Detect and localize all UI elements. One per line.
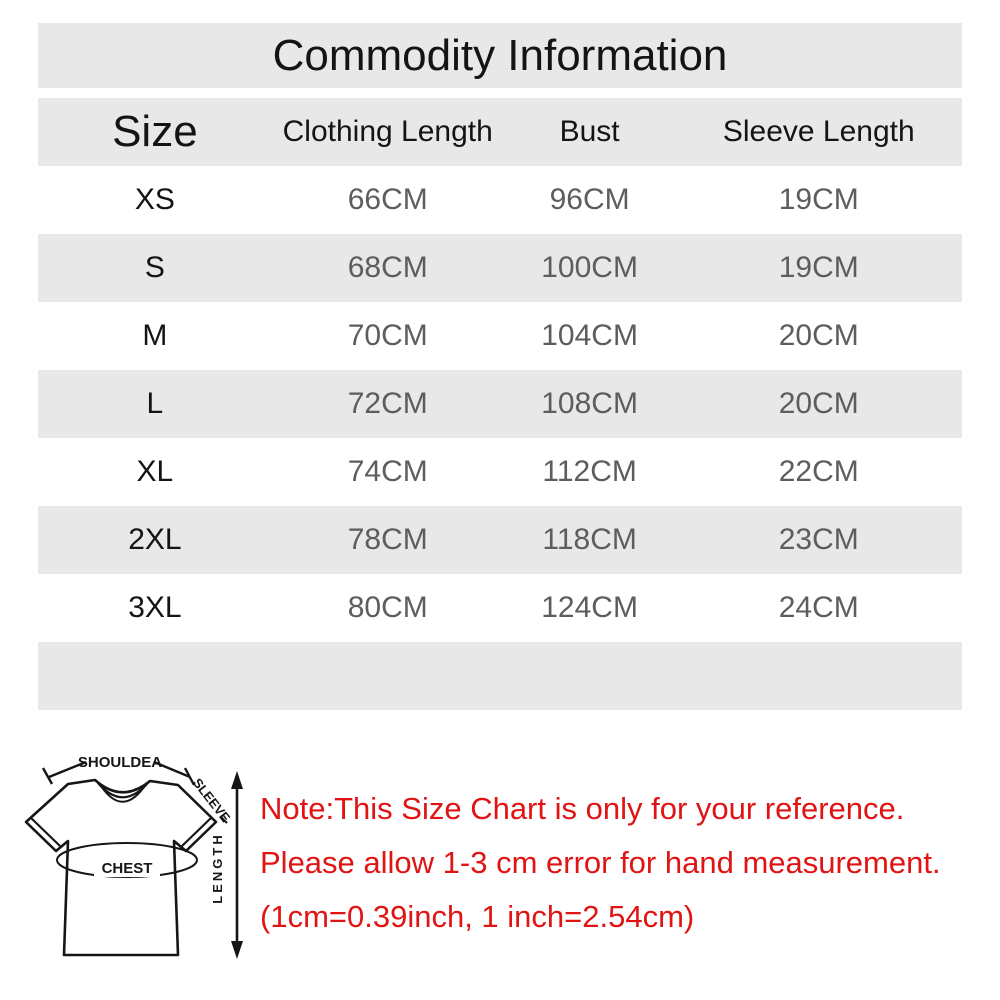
table-row-xl: XL 74CM 112CM 22CM: [38, 438, 962, 506]
cell-sleeve-length: 22CM: [778, 455, 859, 488]
chest-label: CHEST: [102, 860, 153, 877]
table-header-row: Size Clothing Length Bust Sleeve Length: [38, 98, 962, 166]
cell-sleeve-length: 19CM: [778, 251, 859, 284]
cell-bust: 112CM: [542, 455, 637, 488]
tshirt-measurement-diagram: SHOULDEA CHEST SLEEVE LENGTH: [24, 754, 243, 959]
column-header-size: Size: [112, 107, 198, 156]
cell-bust: 100CM: [541, 251, 638, 284]
cell-sleeve-length: 20CM: [778, 319, 859, 352]
length-arrowhead-bottom: [231, 941, 243, 959]
note-line-3: (1cm=0.39inch, 1 inch=2.54cm): [260, 899, 695, 934]
collar-rib-2: [100, 785, 145, 803]
cuff-hem-left: [29, 816, 61, 847]
cell-clothing-length: 70CM: [347, 319, 428, 352]
sleeve-tick: [183, 767, 196, 786]
cell-sleeve-length: 23CM: [778, 523, 859, 556]
cell-bust: 118CM: [542, 523, 637, 556]
shoulder-pointer-right: [153, 760, 191, 779]
cell-bust: 108CM: [541, 387, 638, 420]
note-line-2: Please allow 1-3 cm error for hand measu…: [260, 845, 941, 880]
cell-clothing-length: 72CM: [347, 387, 428, 420]
sleeve-dash: [220, 816, 228, 824]
length-arrowhead-top: [231, 771, 243, 789]
cell-sleeve-length: 20CM: [778, 387, 859, 420]
table-row-s: S 68CM 100CM 19CM: [38, 234, 962, 302]
note-line-1: Note:This Size Chart is only for your re…: [260, 791, 905, 826]
table-row-empty: [38, 642, 962, 710]
length-label: LENGTH: [210, 832, 225, 903]
cell-size: L: [146, 387, 164, 420]
cuff-hem-right: [181, 816, 213, 847]
cell-sleeve-length: 24CM: [778, 591, 859, 624]
column-header-clothing-length: Clothing Length: [282, 115, 493, 148]
cell-sleeve-length: 19CM: [778, 183, 859, 216]
note-text: Note:This Size Chart is only for your re…: [260, 782, 980, 944]
size-table-body: XS 66CM 96CM 19CM S 68CM 100CM 19CM M 70…: [38, 166, 962, 710]
cell-clothing-length: 74CM: [347, 455, 428, 488]
cell-bust: 124CM: [541, 591, 638, 624]
cell-clothing-length: 80CM: [347, 591, 428, 624]
cell-bust: 96CM: [549, 183, 630, 216]
column-header-sleeve-length: Sleeve Length: [722, 115, 915, 148]
cell-clothing-length: 66CM: [347, 183, 428, 216]
cell-size: 3XL: [128, 591, 182, 624]
cell-size: M: [142, 319, 168, 352]
title-bar: Commodity Information: [38, 23, 962, 88]
cell-size: 2XL: [128, 523, 182, 556]
cell-bust: 104CM: [541, 319, 638, 352]
chest-label-mask: [94, 859, 160, 877]
shoulder-tick-left: [41, 767, 54, 785]
table-row-3xl: 3XL 80CM 124CM 24CM: [38, 574, 962, 642]
column-header-bust: Bust: [559, 115, 620, 148]
table-row-2xl: 2XL 78CM 118CM 23CM: [38, 506, 962, 574]
cell-size: XS: [134, 183, 175, 216]
shoulder-pointer-left: [48, 760, 87, 779]
cell-size: S: [144, 251, 165, 284]
cell-clothing-length: 68CM: [347, 251, 428, 284]
page-title: Commodity Information: [272, 30, 728, 80]
cell-clothing-length: 78CM: [347, 523, 428, 556]
table-row-l: L 72CM 108CM 20CM: [38, 370, 962, 438]
cell-size: XL: [136, 455, 174, 488]
shoulder-label: SHOULDEA: [78, 754, 162, 771]
table-row-m: M 70CM 104CM 20CM: [38, 302, 962, 370]
table-row-xs: XS 66CM 96CM 19CM: [38, 166, 962, 234]
